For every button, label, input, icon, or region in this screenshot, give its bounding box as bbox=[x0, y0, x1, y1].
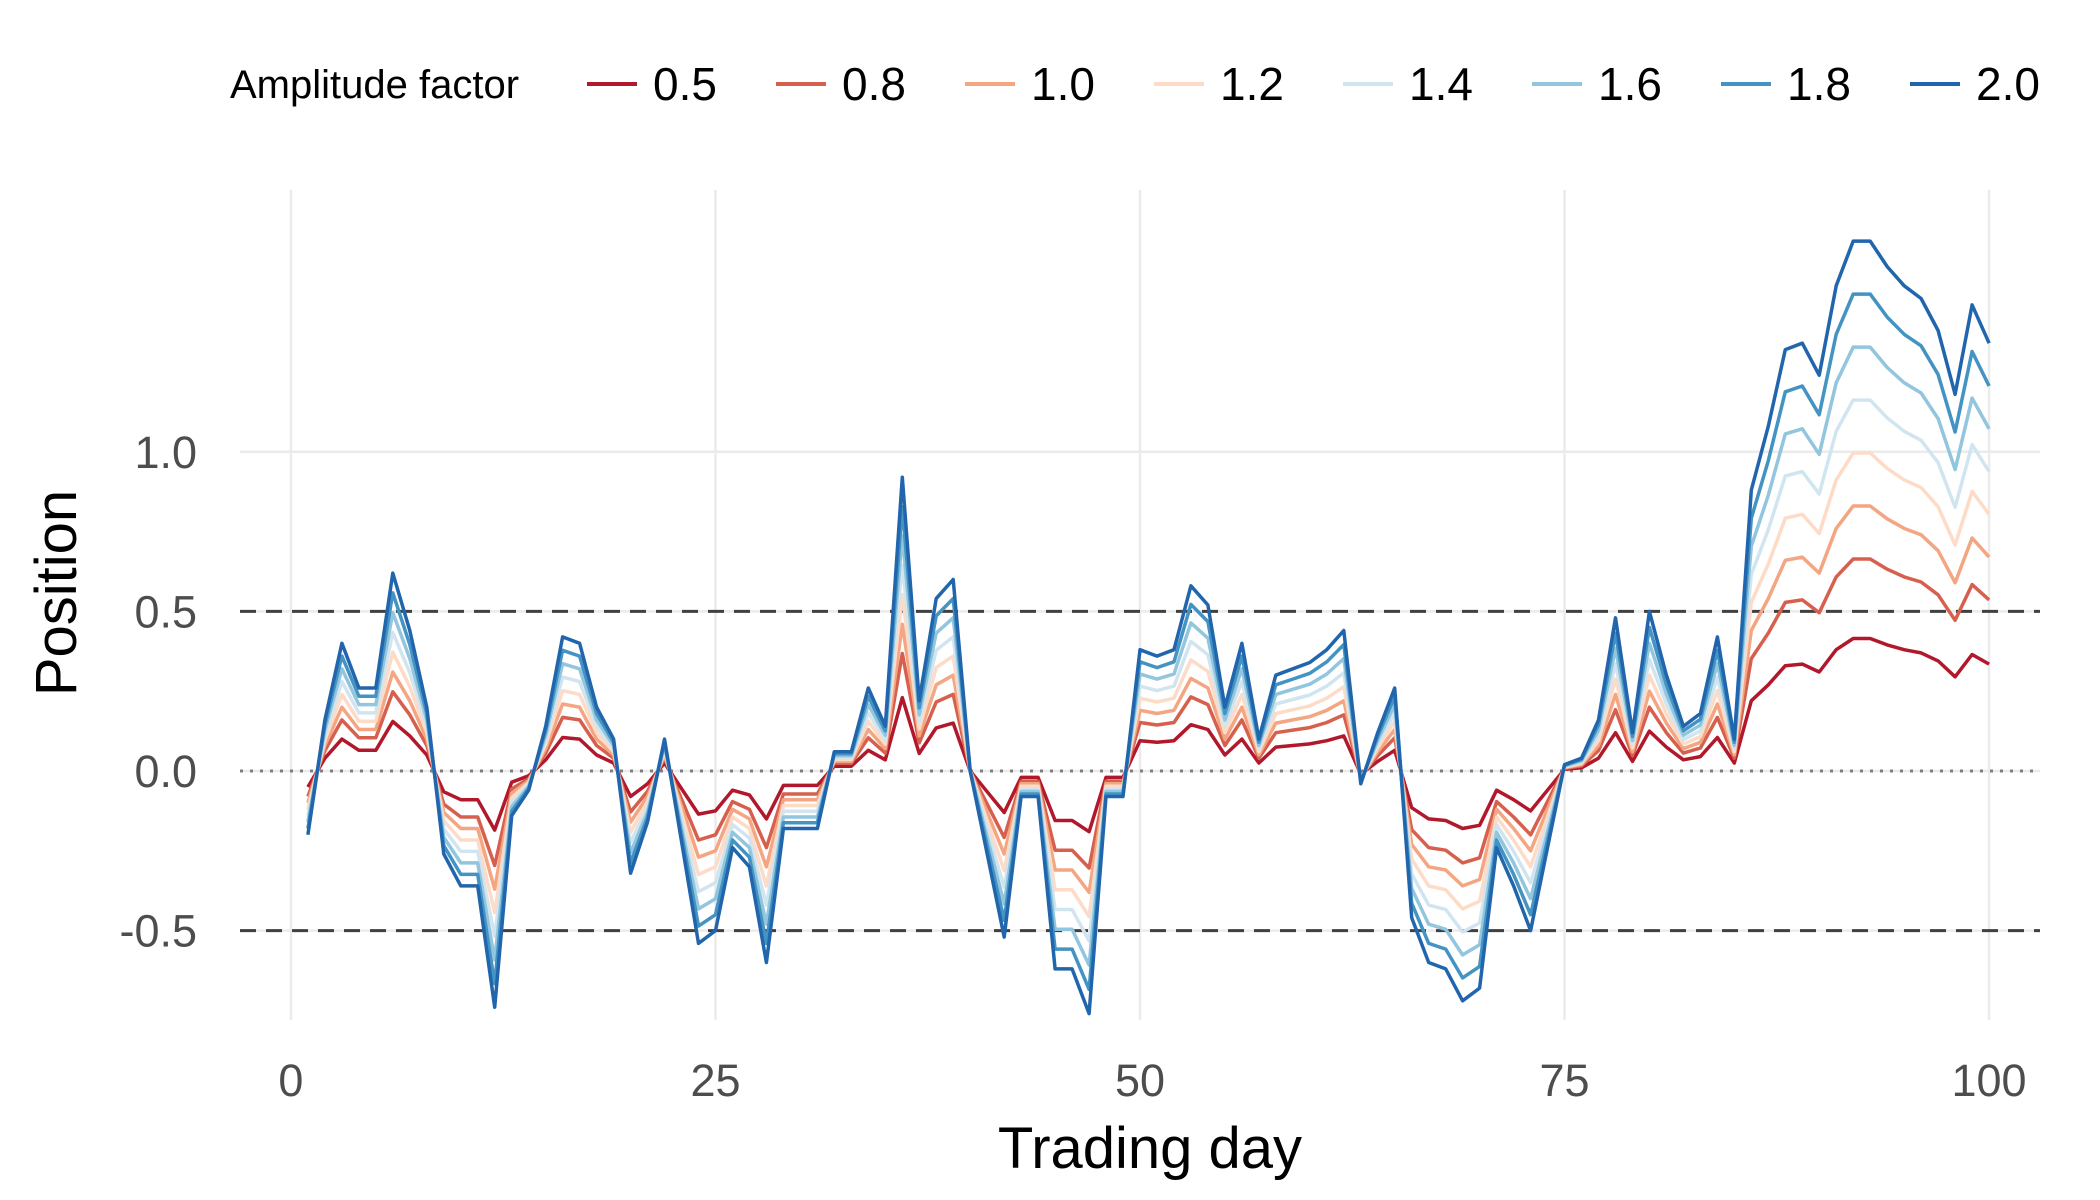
legend-items: 0.5 0.8 1.0 1.2 1.4 1.6 1.8 2.0 bbox=[587, 58, 2040, 110]
y-tick-label: 0.5 bbox=[134, 586, 197, 637]
legend-label: 0.8 bbox=[842, 58, 906, 110]
legend-item-1-4: 1.4 bbox=[1343, 58, 1473, 110]
gridlines bbox=[240, 190, 2040, 1020]
series-line-1-8 bbox=[306, 292, 1991, 992]
legend-label: 0.5 bbox=[653, 58, 717, 110]
legend: Amplitude factor 0.5 0.8 1.0 1.2 1.4 1.6 1.8 2.… bbox=[230, 58, 2040, 110]
legend-item-1-0: 1.0 bbox=[965, 58, 1095, 110]
series-line-0-8 bbox=[306, 557, 1991, 870]
legend-label: 1.4 bbox=[1409, 58, 1473, 110]
x-tick-label: 0 bbox=[278, 1055, 303, 1106]
legend-item-0-5: 0.5 bbox=[587, 58, 717, 110]
y-tick-label: 0.0 bbox=[134, 746, 197, 797]
y-axis-tick-labels: -0.5 0.0 0.5 1.0 bbox=[119, 427, 197, 957]
series-line-2-0 bbox=[306, 239, 1991, 1016]
legend-item-2-0: 2.0 bbox=[1910, 58, 2040, 110]
y-axis-title: Position bbox=[24, 490, 89, 696]
series-line-1-4 bbox=[306, 398, 1991, 943]
y-tick-label: -0.5 bbox=[119, 906, 197, 957]
legend-label: 1.8 bbox=[1787, 58, 1851, 110]
x-tick-label: 75 bbox=[1539, 1055, 1589, 1106]
legend-item-1-8: 1.8 bbox=[1721, 58, 1851, 110]
legend-item-1-6: 1.6 bbox=[1532, 58, 1662, 110]
series-line-1-0 bbox=[306, 504, 1991, 895]
legend-label: 1.6 bbox=[1598, 58, 1662, 110]
x-axis-title: Trading day bbox=[998, 1116, 1302, 1181]
x-tick-label: 25 bbox=[690, 1055, 740, 1106]
legend-label: 1.0 bbox=[1031, 58, 1095, 110]
series-line-1-2 bbox=[306, 451, 1991, 919]
series-line-1-6 bbox=[306, 345, 1991, 967]
reference-lines bbox=[240, 609, 2040, 933]
x-axis-tick-labels: 0 25 50 75 100 bbox=[278, 1055, 2026, 1106]
legend-label: 2.0 bbox=[1976, 58, 2040, 110]
x-tick-label: 50 bbox=[1115, 1055, 1165, 1106]
series-line-0-5 bbox=[306, 636, 1990, 834]
legend-label: 1.2 bbox=[1220, 58, 1284, 110]
series-lines bbox=[306, 239, 1991, 1016]
legend-item-0-8: 0.8 bbox=[776, 58, 906, 110]
legend-item-1-2: 1.2 bbox=[1154, 58, 1284, 110]
x-tick-label: 100 bbox=[1952, 1055, 2027, 1106]
legend-title: Amplitude factor bbox=[230, 63, 519, 107]
y-tick-label: 1.0 bbox=[134, 427, 197, 478]
